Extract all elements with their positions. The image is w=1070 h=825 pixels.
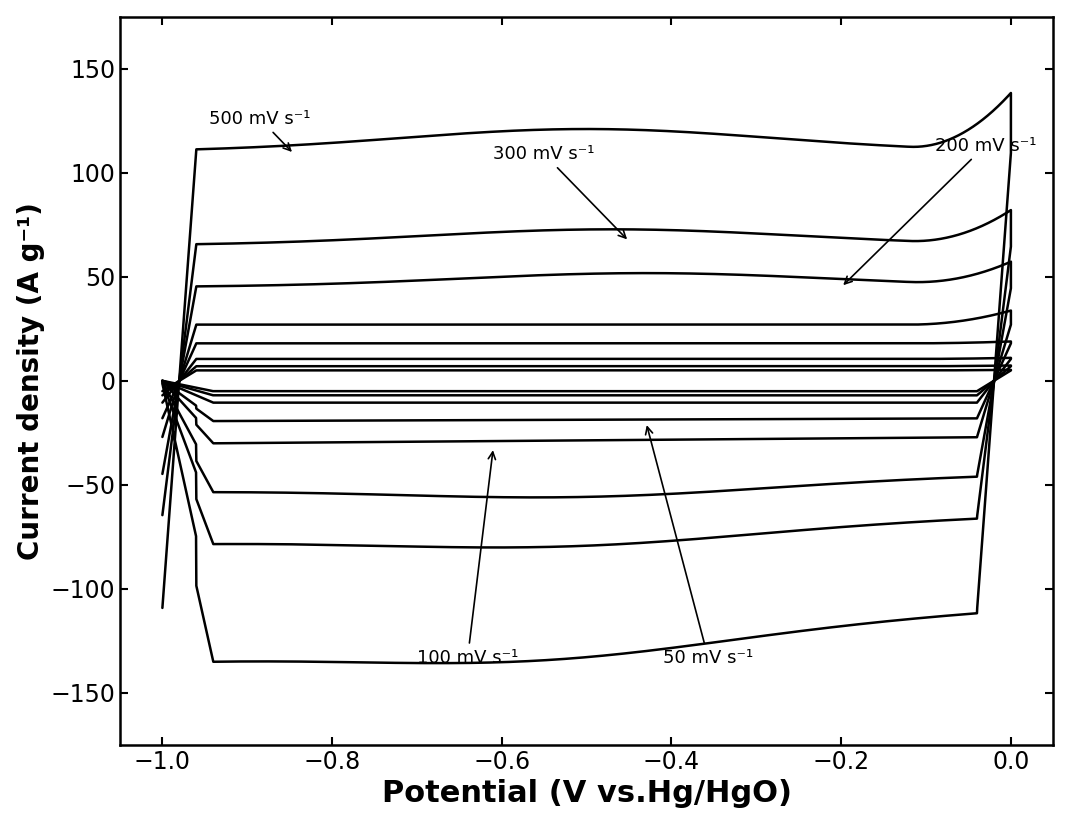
Text: 200 mV s⁻¹: 200 mV s⁻¹ <box>844 137 1036 284</box>
Y-axis label: Current density (A g⁻¹): Current density (A g⁻¹) <box>17 202 45 559</box>
X-axis label: Potential (V vs.Hg/HgO): Potential (V vs.Hg/HgO) <box>382 780 792 808</box>
Text: 50 mV s⁻¹: 50 mV s⁻¹ <box>645 427 753 667</box>
Text: 300 mV s⁻¹: 300 mV s⁻¹ <box>493 145 626 238</box>
Text: 500 mV s⁻¹: 500 mV s⁻¹ <box>209 110 310 151</box>
Text: 100 mV s⁻¹: 100 mV s⁻¹ <box>417 452 518 667</box>
